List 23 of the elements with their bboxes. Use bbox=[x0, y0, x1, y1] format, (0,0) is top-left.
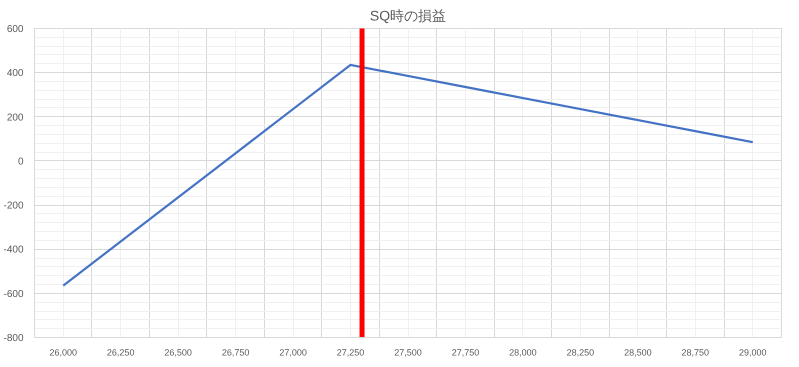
y-tick-label: -800 bbox=[3, 333, 24, 344]
line-series bbox=[62, 64, 754, 287]
y-tick-label: 600 bbox=[6, 24, 24, 35]
x-tick-label: 26,750 bbox=[222, 348, 250, 358]
x-tick-label: 28,750 bbox=[682, 348, 710, 358]
y-tick-label: 0 bbox=[18, 156, 24, 168]
x-tick-label: 28,500 bbox=[624, 348, 652, 358]
x-tick-label: 26,000 bbox=[49, 348, 77, 358]
x-tick-label: 29,000 bbox=[739, 348, 767, 358]
x-tick-label: 28,250 bbox=[566, 348, 594, 358]
chart-title: SQ時の損益 bbox=[370, 8, 446, 24]
x-tick-label: 26,500 bbox=[164, 348, 192, 358]
x-tick-label: 26,250 bbox=[106, 348, 134, 358]
y-tick-label: -400 bbox=[3, 244, 24, 256]
x-tick-label: 27,250 bbox=[336, 348, 364, 358]
y-tick-label: 200 bbox=[6, 112, 24, 124]
x-tick-label: 27,750 bbox=[452, 348, 480, 358]
y-tick-label: 400 bbox=[6, 68, 24, 80]
x-tick-label: 28,000 bbox=[509, 348, 537, 358]
y-tick-label: -200 bbox=[3, 200, 24, 212]
x-tick-label: 27,500 bbox=[394, 348, 422, 358]
y-tick-label: -600 bbox=[3, 288, 24, 300]
x-tick-label: 27,000 bbox=[279, 348, 307, 358]
